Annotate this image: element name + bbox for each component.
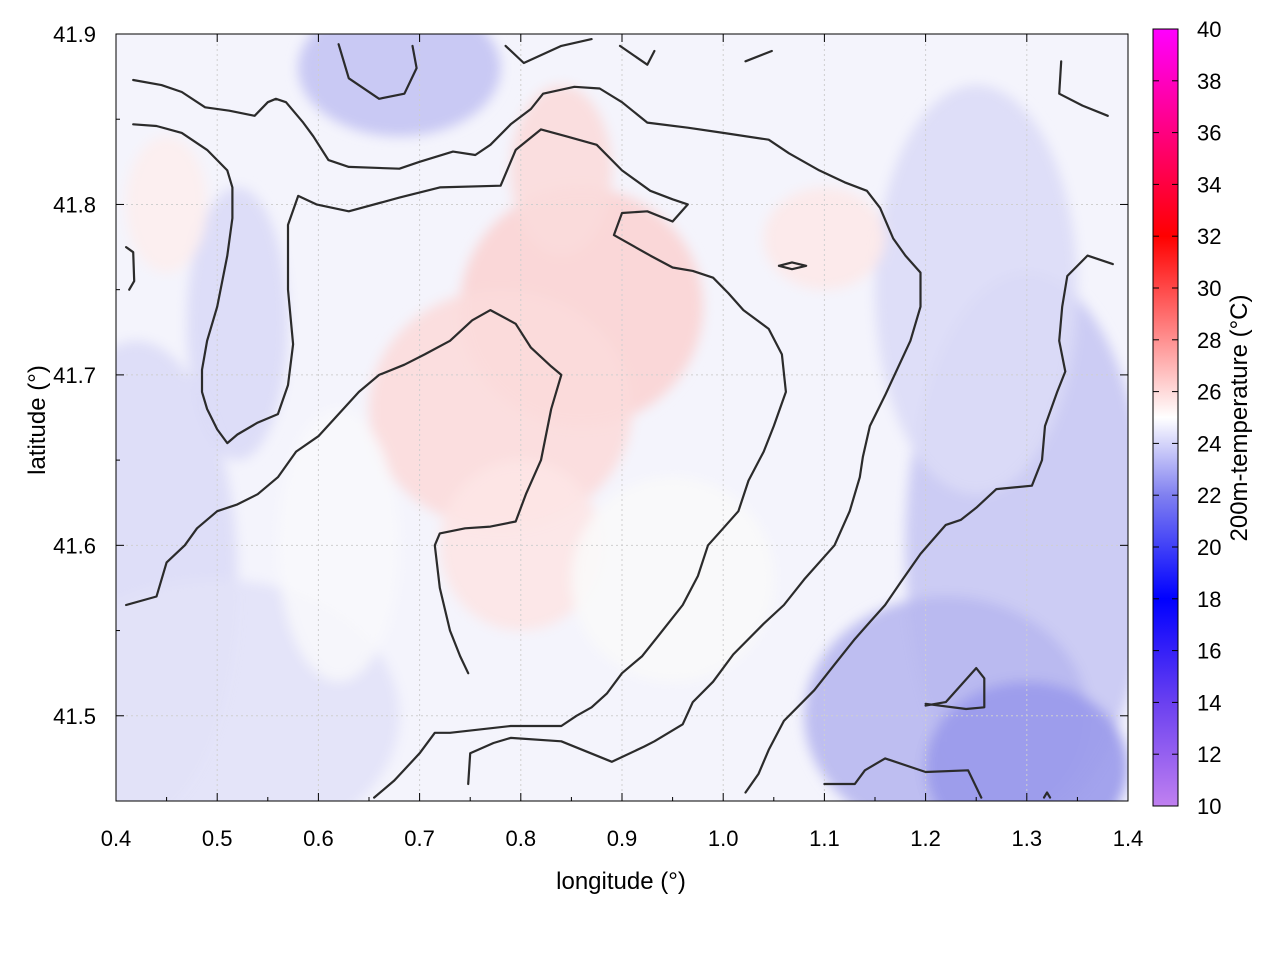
colorbar-ticks: 10 12 14 16 18 20 22 24 26 28 30 32 34 36 38 40 [1153, 17, 1221, 819]
x-tick-label: 0.9 [607, 826, 638, 851]
contour-line-8 [124, 246, 136, 291]
contour-line-1 [504, 37, 593, 65]
x-tick-label: 0.7 [404, 826, 435, 851]
contour-line-0 [337, 43, 418, 100]
plot-area [116, 34, 1128, 801]
y-axis: 41.5 41.6 41.7 41.8 41.9 [53, 22, 1128, 729]
colorbar: 10 12 14 16 18 20 22 24 26 28 30 32 34 36 38 40 200m-te… [1152, 17, 1253, 819]
colorbar-tick-label: 32 [1197, 224, 1221, 249]
y-axis-label: latitude (°) [24, 365, 51, 475]
colorbar-tick-label: 34 [1197, 172, 1221, 197]
contour-line-4 [1058, 60, 1109, 117]
x-tick-label: 0.8 [506, 826, 537, 851]
contour-line-9 [777, 261, 808, 271]
colorbar-tick-label: 16 [1197, 639, 1221, 664]
colorbar-scale [1152, 28, 1179, 807]
colorbar-tick-label: 26 [1197, 380, 1221, 405]
x-tick-label: 1.3 [1012, 826, 1043, 851]
y-tick-label: 41.6 [53, 533, 96, 558]
contour-line-3 [744, 49, 773, 63]
contour-line-7 [124, 309, 563, 675]
y-tick-label: 41.5 [53, 704, 96, 729]
y-tick-label: 41.7 [53, 363, 96, 388]
x-tick-label: 1.1 [809, 826, 840, 851]
contour-line-5 [132, 78, 922, 786]
colorbar-tick-label: 36 [1197, 121, 1221, 146]
colorbar-tick-label: 24 [1197, 431, 1221, 456]
colorbar-tick-label: 30 [1197, 276, 1221, 301]
colorbar-tick-label: 12 [1197, 742, 1221, 767]
colorbar-tick-label: 38 [1197, 69, 1221, 94]
y-tick-label: 41.8 [53, 192, 96, 217]
x-tick-label: 0.6 [303, 826, 334, 851]
colorbar-tick-label: 28 [1197, 328, 1221, 353]
grid-lines [116, 34, 1128, 801]
x-axis-label: longitude (°) [556, 868, 686, 895]
y-tick-label: 41.9 [53, 22, 96, 47]
colorbar-tick-label: 18 [1197, 587, 1221, 612]
x-tick-label: 0.4 [101, 826, 132, 851]
contour-line-13 [744, 254, 1114, 794]
temperature-field [116, 34, 1128, 801]
colorbar-tick-label: 14 [1197, 690, 1221, 715]
colorbar-tick-label: 22 [1197, 483, 1221, 508]
x-tick-label: 0.5 [202, 826, 233, 851]
contour-line-2 [618, 44, 656, 66]
colorbar-label: 200m-temperature (°C) [1226, 294, 1253, 541]
colorbar-tick-label: 10 [1197, 794, 1221, 819]
contour-line-12 [1042, 791, 1052, 799]
x-axis: 0.4 0.5 0.6 0.7 0.8 0.9 1.0 1.1 1.2 1.3 1.4 [101, 34, 1144, 851]
colorbar-tick-label: 20 [1197, 535, 1221, 560]
x-tick-label: 1.2 [910, 826, 941, 851]
colorbar-tick-label: 40 [1197, 17, 1221, 42]
x-tick-label: 1.4 [1113, 826, 1144, 851]
x-tick-label: 1.0 [708, 826, 739, 851]
contour-line-10 [823, 757, 983, 799]
contour-line-6 [132, 123, 788, 799]
contour-line-11 [924, 666, 986, 711]
contour-lines [124, 37, 1114, 799]
